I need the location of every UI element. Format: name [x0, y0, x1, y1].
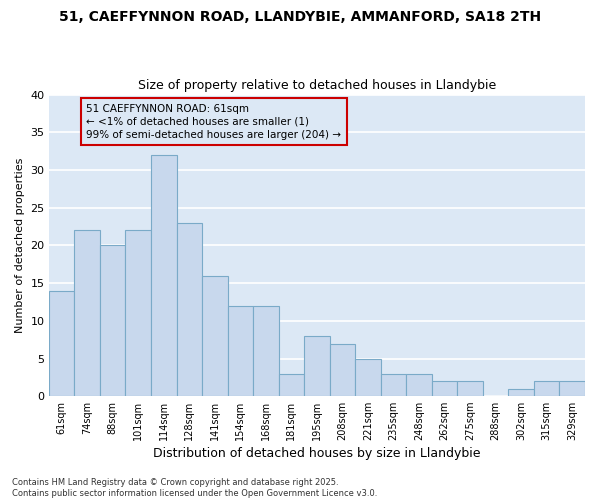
- Bar: [49, 290, 74, 397]
- X-axis label: Distribution of detached houses by size in Llandybie: Distribution of detached houses by size …: [153, 447, 481, 460]
- Y-axis label: Number of detached properties: Number of detached properties: [15, 158, 25, 333]
- Bar: [355, 358, 381, 397]
- Bar: [278, 374, 304, 396]
- Bar: [74, 230, 100, 396]
- Bar: [432, 382, 457, 396]
- Bar: [125, 230, 151, 396]
- Bar: [406, 374, 432, 396]
- Bar: [227, 306, 253, 396]
- Bar: [534, 382, 559, 396]
- Text: 51 CAEFFYNNON ROAD: 61sqm
← <1% of detached houses are smaller (1)
99% of semi-d: 51 CAEFFYNNON ROAD: 61sqm ← <1% of detac…: [86, 104, 341, 140]
- Bar: [253, 306, 278, 396]
- Text: Contains HM Land Registry data © Crown copyright and database right 2025.
Contai: Contains HM Land Registry data © Crown c…: [12, 478, 377, 498]
- Bar: [151, 155, 176, 396]
- Bar: [202, 276, 227, 396]
- Bar: [176, 223, 202, 396]
- Bar: [381, 374, 406, 396]
- Bar: [508, 389, 534, 396]
- Bar: [457, 382, 483, 396]
- Bar: [304, 336, 329, 396]
- Bar: [100, 246, 125, 396]
- Text: 51, CAEFFYNNON ROAD, LLANDYBIE, AMMANFORD, SA18 2TH: 51, CAEFFYNNON ROAD, LLANDYBIE, AMMANFOR…: [59, 10, 541, 24]
- Bar: [329, 344, 355, 396]
- Title: Size of property relative to detached houses in Llandybie: Size of property relative to detached ho…: [138, 79, 496, 92]
- Bar: [559, 382, 585, 396]
